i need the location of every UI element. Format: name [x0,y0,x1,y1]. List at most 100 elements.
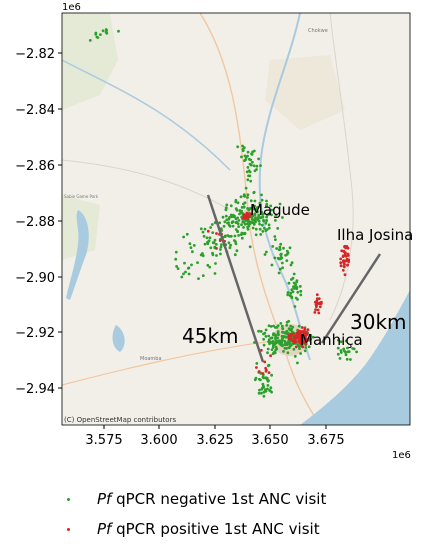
negative-point [262,343,266,347]
negative-point [285,259,289,262]
negative-point [242,202,245,206]
negative-point [233,253,237,257]
negative-point [297,324,301,328]
negative-point [246,166,250,169]
positive-point [342,264,346,268]
negative-point [270,263,274,267]
negative-point [263,253,267,256]
positive-point [289,338,293,341]
negative-point [287,281,291,285]
negative-point [274,345,278,349]
positive-point [255,366,258,369]
negative-point [261,212,265,216]
negative-point [337,338,340,342]
negative-point [249,220,253,224]
negative-point [273,235,277,238]
negative-point [286,291,290,294]
positive-point [246,217,250,221]
negative-point [239,210,243,214]
negative-point [279,242,283,246]
negative-point [236,201,240,205]
negative-point [219,252,222,256]
negative-point [265,250,268,254]
negative-point [199,227,203,231]
positive-point [287,334,291,337]
positive-point [315,303,319,307]
negative-point [205,236,209,240]
basemap-label-chokwe: Chokwe [308,28,328,34]
negative-point [201,254,205,258]
negative-point [285,320,289,324]
negative-point [292,272,296,276]
negative-point [269,386,273,390]
negative-point [269,325,273,328]
negative-point [285,347,288,350]
negative-point [249,158,253,162]
positive-point [305,332,309,336]
negative-point [274,339,278,343]
negative-point [231,224,235,228]
positive-point [257,370,261,373]
positive-point [308,337,311,341]
negative-point [258,222,261,226]
negative-point [267,324,271,328]
negative-point [293,355,297,358]
negative-point [234,221,238,225]
negative-point [246,207,250,210]
negative-point [219,248,222,251]
negative-point [292,285,295,289]
negative-point [296,290,300,294]
negative-point [262,332,265,336]
basemap [62,13,410,425]
negative-point [278,339,281,343]
negative-point [265,204,268,208]
negative-point [264,328,268,332]
negative-point [261,386,264,390]
negative-point [289,263,293,267]
negative-point [270,348,274,351]
negative-point [351,347,355,350]
negative-point [235,249,239,253]
negative-point [297,345,301,348]
negative-point [262,219,265,222]
negative-point [239,195,243,199]
negative-point [201,230,205,234]
negative-point [286,351,290,355]
negative-point [202,234,206,238]
negative-point [346,346,349,350]
negative-point [339,340,343,344]
positive-point [345,259,349,263]
negative-point [266,351,269,355]
negative-point [225,203,229,207]
negative-point [187,272,191,276]
negative-point [209,226,213,229]
positive-point [248,213,252,217]
negative-point [344,353,348,357]
negative-point [246,227,250,231]
positive-point [315,301,318,304]
negative-point [264,335,268,338]
positive-point [300,330,304,333]
negative-point [288,246,292,250]
negative-point [265,213,269,217]
negative-point [258,201,262,205]
negative-point [287,346,291,350]
negative-point [267,334,271,338]
river [62,59,231,171]
farmland-area [265,55,345,130]
negative-point [307,345,311,349]
negative-point [240,155,243,159]
negative-point [234,198,238,202]
negative-point [254,227,258,231]
negative-point [255,206,259,210]
park-area [62,13,118,110]
negative-point [294,285,297,288]
negative-point [254,217,257,221]
negative-point [280,338,284,342]
positive-point [218,239,222,243]
negative-point [188,242,192,246]
negative-point [258,227,262,231]
negative-point [227,241,231,245]
negative-point [270,208,274,212]
negative-point [215,254,218,257]
